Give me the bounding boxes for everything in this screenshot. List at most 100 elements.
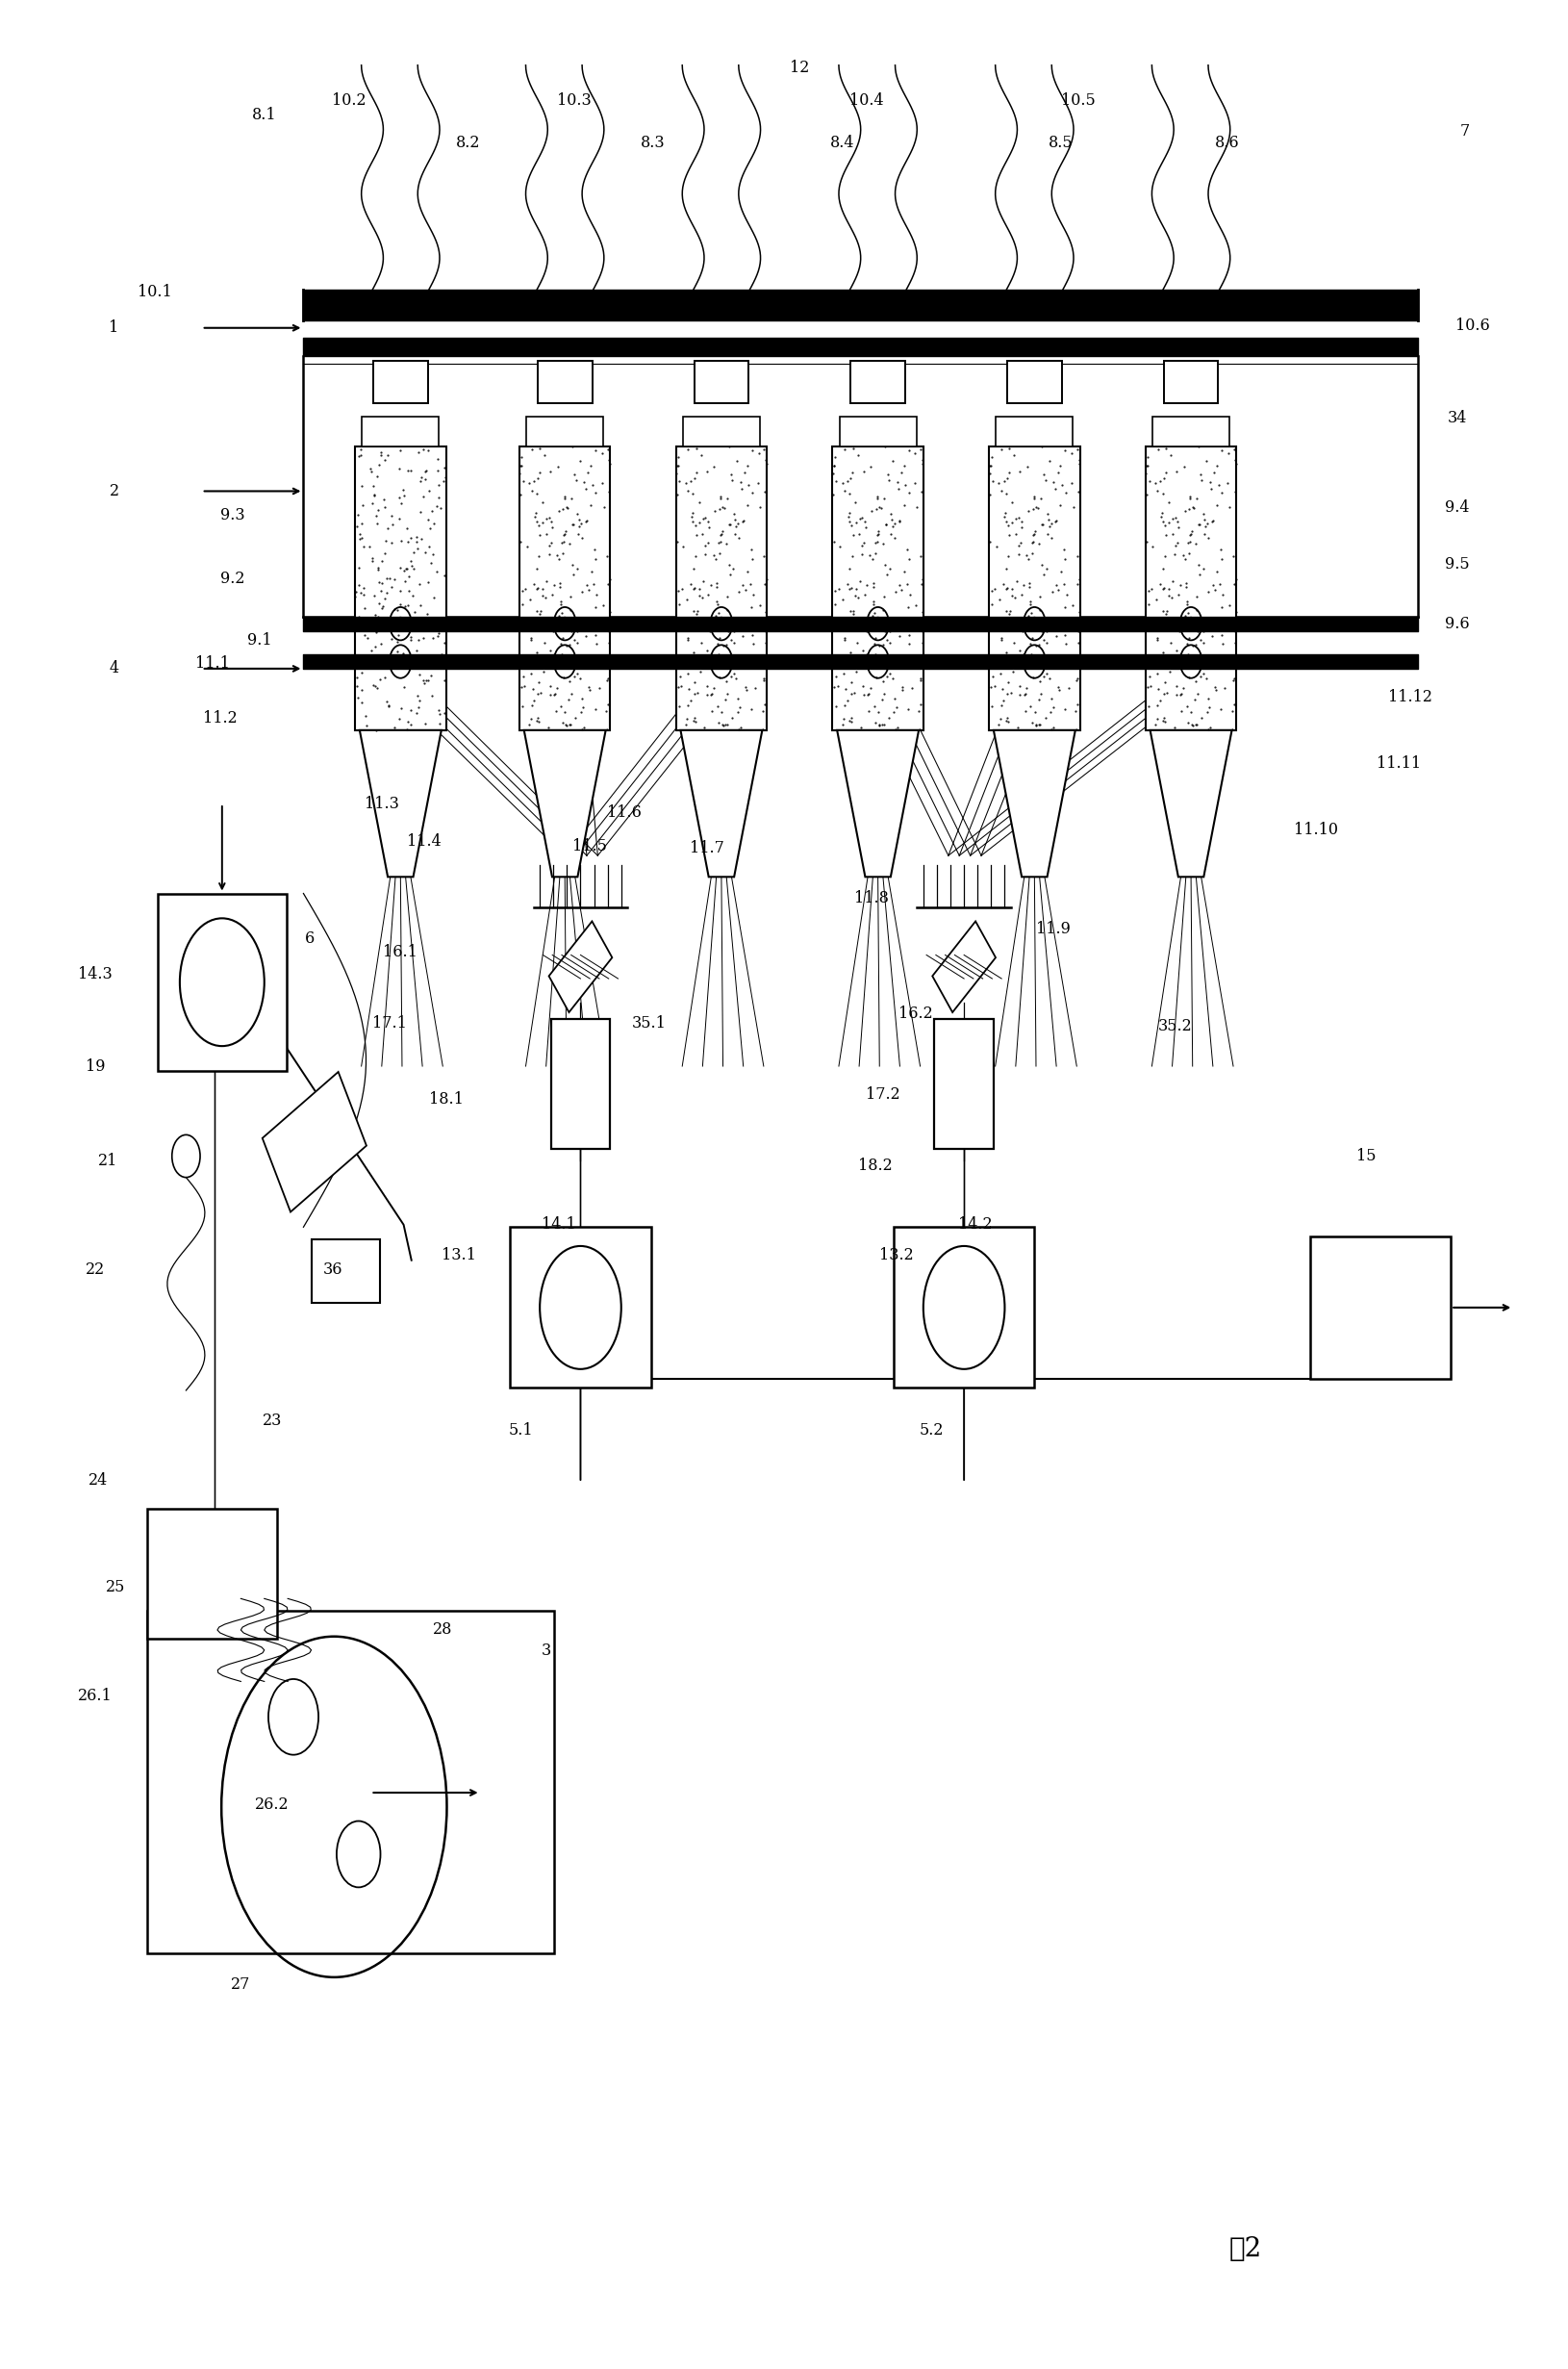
Bar bbox=[894, 1227, 1035, 1388]
Bar bbox=[1163, 360, 1218, 403]
Text: 19: 19 bbox=[85, 1059, 105, 1076]
Bar bbox=[989, 445, 1080, 730]
Bar bbox=[354, 445, 445, 730]
Bar bbox=[550, 1019, 610, 1149]
Text: 12: 12 bbox=[790, 59, 809, 76]
Polygon shape bbox=[262, 1071, 367, 1213]
Text: 28: 28 bbox=[433, 1620, 453, 1637]
Text: 10.3: 10.3 bbox=[557, 92, 591, 109]
Text: 8.5: 8.5 bbox=[1049, 135, 1074, 152]
Text: 16.2: 16.2 bbox=[898, 1007, 933, 1023]
Circle shape bbox=[1030, 654, 1040, 668]
Text: 7: 7 bbox=[1460, 123, 1469, 140]
Bar bbox=[362, 417, 439, 445]
Polygon shape bbox=[1151, 730, 1232, 877]
Text: 13.2: 13.2 bbox=[880, 1248, 914, 1263]
Circle shape bbox=[717, 654, 726, 668]
Text: 11.5: 11.5 bbox=[572, 839, 607, 855]
Circle shape bbox=[395, 616, 405, 630]
Bar bbox=[538, 360, 593, 403]
Text: 9.3: 9.3 bbox=[221, 507, 245, 524]
Bar bbox=[1007, 360, 1062, 403]
Polygon shape bbox=[681, 730, 762, 877]
Text: 11.4: 11.4 bbox=[406, 834, 441, 850]
Bar bbox=[1152, 417, 1229, 445]
Text: 1: 1 bbox=[110, 320, 119, 336]
Text: 14.1: 14.1 bbox=[541, 1218, 575, 1232]
Text: 11.12: 11.12 bbox=[1388, 689, 1432, 706]
Text: 14.2: 14.2 bbox=[958, 1218, 993, 1232]
Text: 9.6: 9.6 bbox=[1444, 616, 1469, 633]
Polygon shape bbox=[359, 730, 441, 877]
Circle shape bbox=[873, 654, 883, 668]
Circle shape bbox=[560, 654, 569, 668]
Polygon shape bbox=[549, 922, 612, 1012]
Text: 22: 22 bbox=[86, 1263, 105, 1277]
Text: 11.2: 11.2 bbox=[204, 711, 238, 727]
Bar bbox=[676, 445, 767, 730]
Text: 9.1: 9.1 bbox=[248, 633, 271, 649]
Text: 14.3: 14.3 bbox=[78, 967, 113, 983]
Text: 18.2: 18.2 bbox=[858, 1158, 892, 1173]
Text: 8.6: 8.6 bbox=[1215, 135, 1239, 152]
Circle shape bbox=[1187, 654, 1196, 668]
Text: 8.1: 8.1 bbox=[252, 107, 276, 123]
Bar bbox=[839, 417, 917, 445]
Text: 11.8: 11.8 bbox=[855, 891, 889, 907]
Text: 11.7: 11.7 bbox=[690, 841, 724, 858]
Circle shape bbox=[873, 616, 883, 630]
Circle shape bbox=[1187, 616, 1196, 630]
Circle shape bbox=[717, 616, 726, 630]
Text: 35.1: 35.1 bbox=[632, 1016, 666, 1033]
Text: 11.9: 11.9 bbox=[1036, 922, 1071, 938]
Bar bbox=[833, 445, 924, 730]
Text: 11.11: 11.11 bbox=[1377, 756, 1421, 772]
Bar bbox=[695, 360, 748, 403]
Text: 15: 15 bbox=[1356, 1149, 1377, 1163]
Text: 26.2: 26.2 bbox=[256, 1796, 289, 1812]
Bar bbox=[158, 893, 287, 1071]
Bar bbox=[147, 1509, 278, 1639]
Text: 25: 25 bbox=[105, 1578, 125, 1594]
Text: 11.10: 11.10 bbox=[1294, 822, 1339, 839]
Text: 21: 21 bbox=[97, 1154, 118, 1168]
Bar bbox=[851, 360, 905, 403]
Text: 34: 34 bbox=[1447, 410, 1468, 426]
Text: 10.6: 10.6 bbox=[1455, 317, 1490, 334]
Bar bbox=[510, 1227, 651, 1388]
Text: 26.1: 26.1 bbox=[78, 1687, 113, 1703]
Text: 10.5: 10.5 bbox=[1062, 92, 1096, 109]
Text: 5.1: 5.1 bbox=[508, 1421, 533, 1438]
Bar bbox=[527, 417, 604, 445]
Text: 9.4: 9.4 bbox=[1444, 500, 1469, 516]
Text: 10.4: 10.4 bbox=[850, 92, 884, 109]
Text: 4: 4 bbox=[110, 661, 119, 678]
Text: 3: 3 bbox=[541, 1642, 550, 1658]
Polygon shape bbox=[994, 730, 1076, 877]
Text: 24: 24 bbox=[89, 1471, 108, 1488]
Text: 13.1: 13.1 bbox=[441, 1248, 475, 1263]
Bar bbox=[147, 1611, 554, 1954]
Circle shape bbox=[395, 654, 405, 668]
Bar bbox=[1146, 445, 1237, 730]
Text: 8.2: 8.2 bbox=[456, 135, 480, 152]
Text: 11.6: 11.6 bbox=[607, 805, 641, 822]
Polygon shape bbox=[837, 730, 919, 877]
Bar bbox=[519, 445, 610, 730]
Bar bbox=[373, 360, 428, 403]
Polygon shape bbox=[933, 922, 996, 1012]
Text: 2: 2 bbox=[110, 483, 119, 500]
Text: 10.1: 10.1 bbox=[138, 284, 172, 301]
Text: 8.3: 8.3 bbox=[640, 135, 665, 152]
Bar bbox=[682, 417, 760, 445]
Text: 27: 27 bbox=[230, 1976, 251, 1992]
Text: 5.2: 5.2 bbox=[919, 1421, 944, 1438]
Text: 11.1: 11.1 bbox=[196, 656, 230, 673]
Bar bbox=[935, 1019, 994, 1149]
Text: 36: 36 bbox=[323, 1263, 343, 1277]
Text: 8.4: 8.4 bbox=[829, 135, 855, 152]
Polygon shape bbox=[524, 730, 605, 877]
Text: 10.2: 10.2 bbox=[332, 92, 365, 109]
Text: 23: 23 bbox=[262, 1412, 282, 1429]
Circle shape bbox=[560, 616, 569, 630]
